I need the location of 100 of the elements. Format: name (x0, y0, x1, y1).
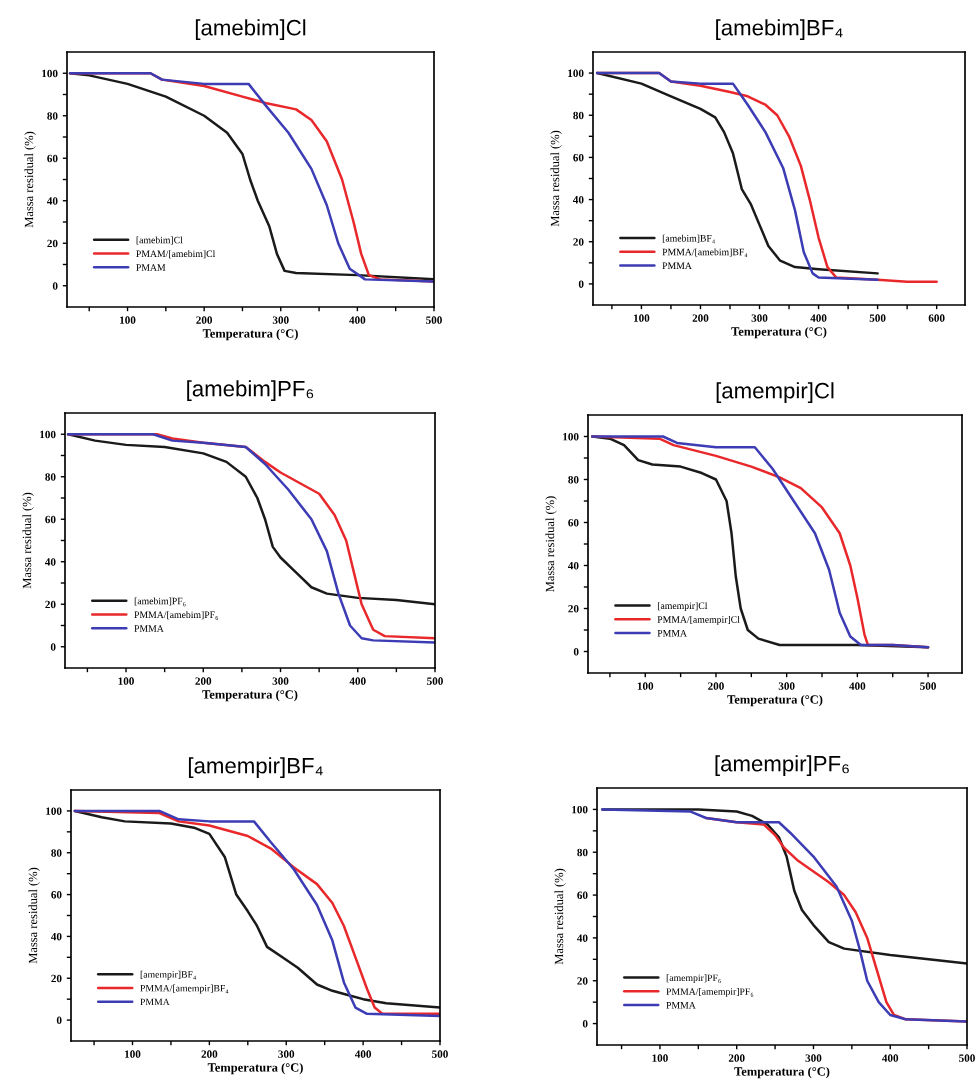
y-tick-label: 80 (45, 473, 56, 481)
y-tick-label: 100 (572, 805, 588, 814)
y-tick-label: 60 (573, 153, 584, 162)
x-axis-title: Temperatura (°C) (207, 1062, 303, 1075)
x-tick-label: 400 (882, 1054, 899, 1062)
y-tick-label: 80 (51, 849, 62, 857)
x-tick-label: 400 (849, 682, 866, 690)
x-tick-label: 400 (354, 1050, 372, 1058)
legend-label: [amebim]BF₄ (662, 234, 715, 244)
x-tick-label: 200 (728, 1054, 745, 1062)
y-tick-label: 0 (582, 1020, 588, 1028)
y-tick-label: 80 (568, 475, 579, 484)
y-tick-label: 0 (56, 1016, 62, 1025)
x-tick-label: 500 (426, 316, 442, 324)
x-tick-label: 200 (201, 1050, 218, 1058)
y-tick-label: 40 (51, 932, 62, 941)
legend-label: PMMA/[amempir]BF₄ (140, 984, 229, 994)
legend-label: PMMA (666, 1002, 696, 1009)
y-tick-label: 20 (573, 238, 584, 246)
legend-label: PMMA/[amempir]Cl (657, 615, 740, 625)
y-tick-label: 100 (568, 69, 584, 78)
x-tick-label: 500 (432, 1050, 448, 1058)
y-tick-label: 40 (573, 196, 584, 204)
y-axis-title: Massa residual (%) (554, 868, 566, 965)
legend-label: PMAM/[amebim]Cl (136, 250, 216, 259)
x-tick-label: 400 (349, 316, 366, 324)
x-tick-label: 100 (120, 316, 136, 324)
y-tick-label: 0 (52, 282, 58, 290)
x-tick-label: 100 (125, 1050, 141, 1058)
chart-title: [amempir]PF₆ (715, 755, 849, 776)
chart-title: [amebim]PF₆ (187, 380, 314, 401)
y-tick-label: 40 (568, 561, 579, 570)
y-tick-label: 100 (40, 430, 56, 439)
chart-title: [amebim]Cl (195, 19, 306, 40)
y-tick-label: 40 (45, 558, 56, 566)
x-tick-label: 400 (349, 677, 366, 685)
x-tick-label: 200 (708, 682, 724, 690)
x-axis-title: Temperatura (°C) (731, 326, 827, 339)
y-tick-label: 0 (573, 647, 579, 656)
x-tick-label: 300 (272, 677, 289, 685)
x-tick-label: 500 (427, 677, 443, 685)
y-tick-label: 20 (568, 604, 579, 613)
y-axis-title: Massa residual (%) (28, 867, 40, 964)
y-tick-label: 0 (50, 643, 56, 651)
x-tick-label: 600 (928, 314, 945, 322)
y-axis-title: Massa residual (%) (22, 492, 34, 589)
legend-label: PMMA (662, 262, 692, 269)
y-tick-label: 60 (47, 154, 58, 163)
x-axis-title: Temperatura (°C) (202, 328, 298, 341)
x-axis-title: Temperatura (°C) (727, 694, 823, 707)
x-tick-label: 300 (751, 314, 768, 322)
y-tick-label: 80 (573, 111, 584, 120)
y-tick-label: 20 (45, 600, 56, 609)
x-tick-label: 100 (637, 682, 654, 690)
y-axis-title: Massa residual (%) (24, 131, 36, 228)
y-tick-label: 60 (51, 891, 62, 899)
x-tick-label: 200 (692, 314, 709, 322)
y-tick-label: 100 (42, 69, 58, 78)
legend-label: [amebim]PF₆ (134, 597, 186, 607)
x-axis-title: Temperatura (°C) (734, 1066, 830, 1079)
legend-label: PMMA/[amebim]PF₆ (134, 611, 219, 620)
x-tick-label: 300 (272, 316, 289, 324)
y-tick-label: 60 (577, 891, 588, 900)
x-tick-label: 500 (920, 682, 936, 690)
x-tick-label: 100 (633, 314, 650, 322)
y-tick-label: 20 (51, 974, 62, 983)
y-tick-label: 0 (578, 280, 584, 288)
x-tick-label: 200 (196, 316, 213, 324)
chart-title: [amempir]BF₄ (188, 757, 323, 778)
y-tick-label: 80 (47, 112, 58, 120)
y-axis-title: Massa residual (%) (545, 496, 557, 592)
legend-label: [amempir]BF₄ (140, 970, 196, 980)
line-series (601, 808, 967, 1023)
x-tick-label: 500 (959, 1054, 975, 1062)
x-tick-label: 200 (195, 677, 212, 685)
chart-title: [amempir]Cl (716, 382, 834, 403)
y-tick-label: 80 (577, 848, 588, 857)
legend-label: PMMA/[amebim]BF₄ (662, 248, 748, 258)
legend-label: PMMA (134, 625, 164, 632)
y-tick-label: 40 (47, 197, 58, 205)
y-tick-label: 40 (577, 934, 588, 942)
x-axis-title: Temperatura (°C) (202, 689, 298, 702)
x-tick-label: 300 (278, 1050, 295, 1058)
y-tick-label: 20 (577, 977, 588, 985)
y-tick-label: 60 (45, 515, 56, 524)
legend-label: PMAM (136, 264, 166, 271)
y-tick-label: 100 (563, 432, 579, 441)
x-tick-label: 100 (652, 1054, 668, 1062)
x-tick-label: 100 (118, 677, 134, 685)
x-tick-label: 300 (805, 1054, 822, 1062)
y-tick-label: 20 (47, 239, 58, 248)
legend-label: [amempir]PF₆ (666, 974, 721, 984)
y-axis-title: Massa residual (%) (550, 130, 562, 227)
x-tick-label: 300 (778, 682, 795, 690)
legend-label: PMMA (140, 998, 170, 1006)
x-tick-label: 500 (869, 314, 886, 322)
legend-label: [amebim]Cl (136, 236, 183, 245)
legend-label: PMMA (657, 629, 687, 637)
x-tick-label: 400 (810, 314, 827, 322)
legend-label: PMMA/[amempir]PF₆ (666, 988, 754, 997)
